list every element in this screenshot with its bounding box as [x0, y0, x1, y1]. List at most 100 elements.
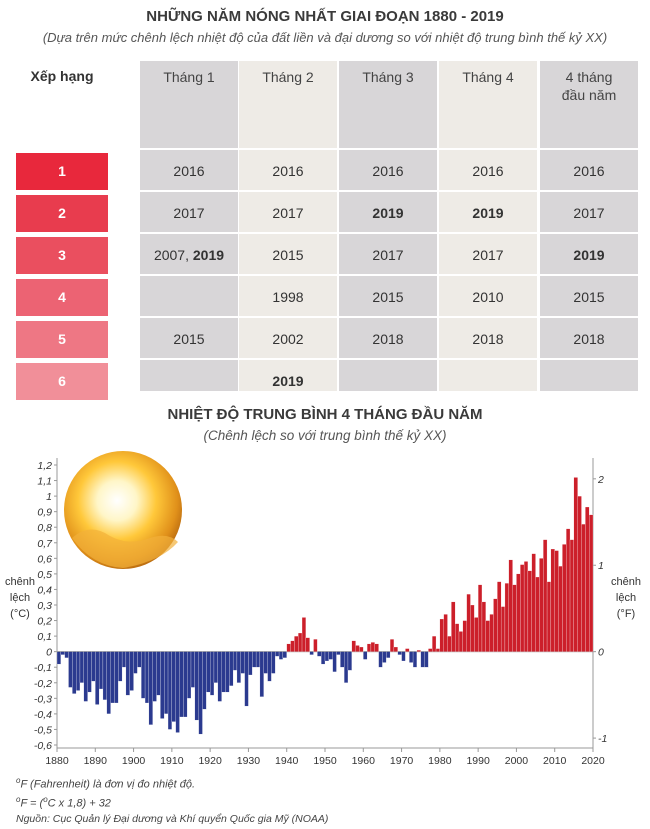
- bar: [504, 583, 509, 652]
- bar: [455, 623, 460, 652]
- x-tick-label: 1930: [237, 755, 261, 767]
- bar: [458, 631, 463, 652]
- bar: [520, 564, 525, 652]
- bar: [83, 651, 88, 702]
- bar: [363, 651, 368, 660]
- bar: [386, 651, 391, 659]
- row-separator: [140, 232, 638, 234]
- y-tick-label-left: -0,2: [34, 678, 52, 690]
- cell-year: 2007,: [153, 247, 193, 263]
- bar: [236, 651, 241, 683]
- bar: [137, 651, 142, 668]
- bar: [210, 651, 215, 696]
- bar: [324, 651, 329, 662]
- x-tick-label: 1880: [45, 755, 69, 767]
- bar: [366, 643, 372, 652]
- column-header-line: Tháng 1: [163, 69, 215, 85]
- row-separator: [140, 190, 638, 192]
- row-separator: [140, 358, 638, 360]
- bar: [164, 651, 169, 715]
- cell-year-highlight: 2019: [472, 205, 504, 221]
- table-cell: [140, 363, 238, 400]
- bar: [589, 514, 594, 652]
- bar: [290, 640, 295, 652]
- x-tick-label: 1910: [160, 755, 184, 767]
- bar: [244, 651, 249, 707]
- bar: [129, 651, 134, 691]
- bar: [121, 651, 127, 668]
- bar: [76, 651, 81, 691]
- column-background: [339, 61, 437, 391]
- bar: [252, 651, 257, 668]
- bar: [466, 593, 471, 652]
- bar: [118, 651, 123, 682]
- y-tick-label-right: 2: [597, 474, 604, 486]
- bar: [282, 651, 287, 659]
- cell-year: 2010: [472, 289, 504, 305]
- bar: [267, 651, 272, 682]
- y-tick-label-left: 0,2: [37, 616, 52, 628]
- chart-title: NHIỆT ĐỘ TRUNG BÌNH 4 THÁNG ĐẦU NĂM: [167, 406, 483, 423]
- table-title: NHỮNG NĂM NÓNG NHẤT GIAI ĐOẠN 1880 - 201…: [146, 8, 504, 25]
- bar: [98, 651, 104, 690]
- bar: [114, 651, 119, 704]
- cell-year: 2017: [372, 247, 404, 263]
- cell-year: 2018: [472, 331, 504, 347]
- y-axis-label-right: lệch: [616, 592, 636, 604]
- bar: [278, 651, 284, 660]
- y-axis-label-right: chênh: [611, 576, 641, 588]
- column-header: 4 tháng đầu năm: [540, 68, 638, 104]
- rank-badge: 4: [16, 279, 108, 316]
- table-cell: 2007, 2019: [140, 237, 238, 274]
- x-tick-label: 2010: [543, 755, 567, 767]
- x-tick-label: 1900: [122, 755, 146, 767]
- table-cell: 2015: [140, 321, 238, 358]
- rank-badge: 2: [16, 195, 108, 232]
- bar: [110, 651, 115, 704]
- table-cell: 2018: [339, 321, 437, 358]
- bar: [167, 651, 172, 730]
- bar: [298, 632, 303, 652]
- cloud-shape: [72, 529, 178, 568]
- column-header-line: Tháng 3: [362, 69, 414, 85]
- bar: [523, 561, 529, 652]
- y-tick-label-left: -0,5: [34, 724, 52, 736]
- table-cell: 2016: [239, 153, 337, 190]
- bar: [294, 635, 299, 652]
- table-cell: [339, 363, 437, 400]
- bar: [370, 642, 375, 652]
- x-tick-label: 2020: [581, 755, 605, 767]
- table-cell: 2019: [239, 363, 337, 400]
- bar: [144, 651, 150, 704]
- note-formula: oF = (oC x 1,8) + 32: [16, 795, 111, 810]
- column-background: [540, 61, 638, 391]
- bar: [432, 635, 437, 652]
- table-cell: [140, 279, 238, 316]
- column-header: Tháng 3: [339, 68, 437, 86]
- bar: [470, 604, 475, 652]
- cell-year: 2016: [472, 163, 504, 179]
- y-tick-label-left: 0,5: [37, 569, 52, 581]
- bar: [240, 651, 245, 674]
- row-separator: [140, 274, 638, 276]
- y-tick-label-left: -0,3: [34, 693, 52, 705]
- y-tick-label-left: 1,2: [37, 460, 52, 472]
- y-tick-label-left: 0,1: [37, 631, 52, 643]
- table-cell: 1998: [239, 279, 337, 316]
- bar: [313, 639, 318, 652]
- bar: [64, 651, 69, 659]
- bar: [497, 581, 502, 652]
- bar: [543, 539, 548, 652]
- bar: [573, 477, 578, 652]
- table-cell: 2015: [239, 237, 337, 274]
- table-cell: 2010: [439, 279, 537, 316]
- cell-year: 2016: [573, 163, 605, 179]
- bar: [412, 651, 418, 668]
- bar: [355, 645, 360, 652]
- bar: [125, 651, 130, 696]
- cell-year: 2015: [372, 289, 404, 305]
- table-cell: 2015: [540, 279, 638, 316]
- note-source: Nguồn: Cục Quản lý Đại dương và Khí quyể…: [16, 813, 329, 825]
- bar: [301, 617, 306, 652]
- bar: [271, 651, 276, 674]
